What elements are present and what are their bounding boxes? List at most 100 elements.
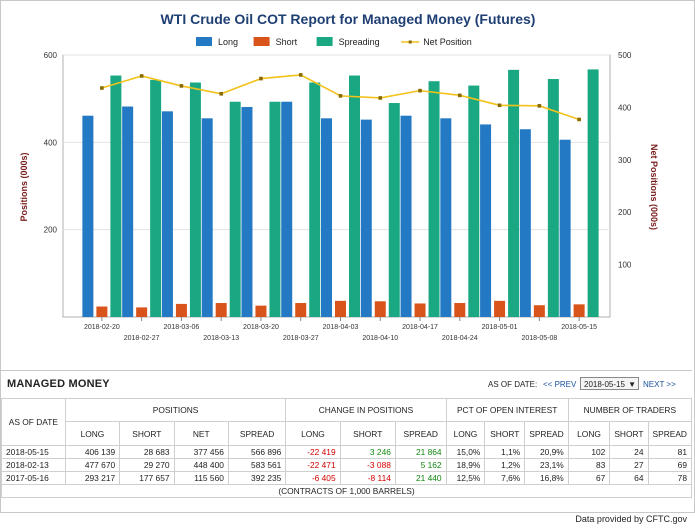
bar-spreading [587,69,599,317]
bar-spreading [229,101,241,318]
bar-long [559,139,571,317]
cell-traders-spread: 78 [647,471,692,485]
net-position-point [338,94,343,98]
net-position-point [100,86,104,90]
bar-short [374,301,386,317]
bar-spreading [428,81,440,317]
cell-change-long: -22 471 [285,458,341,472]
cell-pct-short: 7,6% [484,471,526,485]
header-change-in-positions: CHANGE IN POSITIONS [285,398,447,422]
x-tick-label: 2018-03-20 [243,324,279,331]
bar-short [295,303,307,317]
y-tick-label-right: 500 [618,51,632,60]
cell-change-long: -6 405 [285,471,341,485]
bar-long [400,115,412,318]
bar-short [494,300,506,317]
cell-change-spread: 21 864 [394,445,447,459]
cell-positions-long: 406 139 [64,445,121,459]
row-date: 2017-05-16 [1,471,66,485]
cell-pct-short: 1,1% [484,445,526,459]
legend-label: Long [218,37,238,47]
legend-label: Net Position [423,37,472,47]
y-tick-label-right: 200 [618,208,632,217]
bar-spreading [508,69,520,317]
subheader-pct-long: LONG [445,421,486,446]
bar-short [96,306,108,317]
cell-positions-long: 477 670 [64,458,121,472]
cell-traders-long: 102 [567,445,611,459]
bar-spreading [309,82,321,317]
y-tick-label-left: 400 [44,138,58,147]
cell-pct-short: 1,2% [484,458,526,472]
subheader-traders-short: SHORT [609,421,649,446]
row-date: 2018-05-15 [1,445,66,459]
cell-positions-spread: 392 235 [227,471,287,485]
x-tick-label: 2018-04-03 [323,324,359,331]
bar-short [414,303,426,317]
cell-positions-net: 448 400 [173,458,229,472]
bar-spreading [150,79,162,317]
net-position-point [497,103,502,108]
cot-chart: WTI Crude Oil COT Report for Managed Mon… [19,11,659,342]
x-tick-label: 2018-05-15 [561,324,597,331]
subheader-traders-spread: SPREAD [647,421,692,446]
x-tick-label: 2018-02-20 [84,324,120,331]
bar-spreading [349,75,360,317]
cell-change-spread: 5 162 [394,458,447,472]
bar-spreading [269,101,281,318]
x-tick-label: 2018-02-27 [124,335,160,342]
prev-date-link[interactable]: << PREV [543,380,577,389]
cell-traders-short: 24 [609,445,649,459]
subheader-positions-long: LONG [64,421,121,446]
x-tick-label: 2018-03-27 [283,335,319,342]
table-row: 2018-05-15 406 139 28 683 377 456 566 89… [1,445,692,459]
cell-change-short: 3 246 [339,445,396,459]
net-position-point [139,74,144,78]
table-row: 2018-02-13 477 670 29 270 448 400 583 56… [1,458,692,472]
legend-swatch-long [196,37,212,46]
next-date-link[interactable]: NEXT >> [643,380,676,389]
bar-long [480,124,492,318]
subheader-change-long: LONG [285,421,341,446]
bar-long [360,119,372,317]
net-position-point [179,84,184,88]
x-tick-label: 2018-04-10 [362,335,398,342]
subheader-traders-long: LONG [567,421,611,446]
cell-positions-spread: 566 896 [227,445,287,459]
bar-spreading [468,85,480,317]
net-position-point [458,93,462,98]
panel-title: MANAGED MONEY [7,378,110,390]
header-pct-open-interest: PCT OF OPEN INTEREST [445,398,569,422]
credit-source-link[interactable]: CFTC.gov [645,514,687,524]
net-position-point [298,73,303,77]
bar-short [335,300,346,317]
legend-swatch-spreading [316,37,333,46]
cell-positions-short: 177 657 [119,471,175,485]
y-axis-title-right: Net Positions (000s) [649,144,659,230]
net-position-point [219,91,223,96]
cell-positions-short: 28 683 [119,445,175,459]
y-axis-title-left: Positions (000s) [19,152,29,221]
subheader-positions-net: NET [173,421,229,446]
as-of-date-select[interactable]: 2018-05-15 ▼ [580,377,639,390]
subheader-pct-spread: SPREAD [524,421,569,446]
cell-traders-short: 27 [609,458,649,472]
managed-money-table: AS OF DATE POSITIONS CHANGE IN POSITIONS… [1,398,693,498]
cell-traders-long: 67 [567,471,611,485]
y-tick-label-left: 200 [44,226,58,235]
y-tick-label-left: 600 [44,51,58,60]
header-number-of-traders: NUMBER OF TRADERS [567,398,693,422]
bar-long [440,118,452,317]
cell-traders-spread: 81 [647,445,692,459]
x-tick-label: 2018-04-24 [442,335,478,342]
cell-positions-net: 115 560 [173,471,229,485]
bar-long [321,118,332,317]
bar-long [82,115,94,318]
header-as-of-date: AS OF DATE [1,398,66,446]
plot-area: 200 400 600 100 200 300 400 500 2018-02-20 2018-0… [44,51,632,342]
legend-swatch-short [253,37,270,46]
cell-positions-short: 29 270 [119,458,175,472]
subheader-pct-short: SHORT [484,421,526,446]
legend-label: Short [276,37,298,47]
cell-change-short: -3 088 [339,458,396,472]
